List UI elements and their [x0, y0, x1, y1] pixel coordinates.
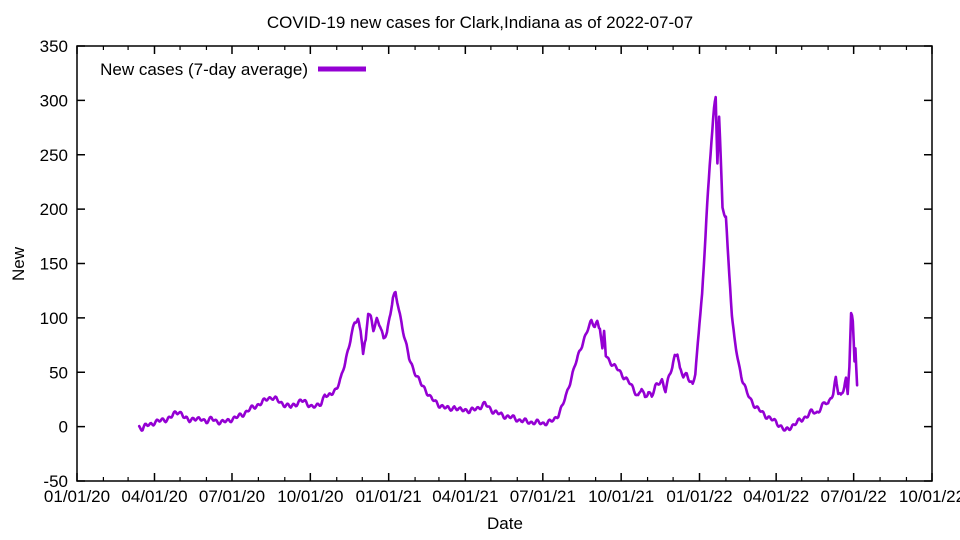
y-tick-label: 300	[40, 91, 68, 110]
x-tick-label: 04/01/20	[121, 487, 187, 506]
y-tick-label: 150	[40, 255, 68, 274]
y-tick-label: -50	[43, 472, 68, 491]
x-tick-label: 01/01/20	[44, 487, 110, 506]
plot-border	[76, 45, 933, 482]
y-tick-label: 0	[59, 418, 68, 437]
data-series-group	[137, 95, 859, 432]
y-tick-label: 200	[40, 200, 68, 219]
x-tick-label: 07/01/21	[510, 487, 576, 506]
x-tick-label: 10/01/22	[899, 487, 960, 506]
x-tick-label: 07/01/20	[199, 487, 265, 506]
x-axis-label: Date	[487, 514, 523, 533]
y-tick-label: 350	[40, 37, 68, 56]
axis-major-ticks	[76, 45, 933, 482]
legend-label: New cases (7-day average)	[100, 60, 308, 79]
x-tick-label: 04/01/21	[432, 487, 498, 506]
x-tick-label: 10/01/20	[277, 487, 343, 506]
x-tick-label: 10/01/21	[588, 487, 654, 506]
x-axis-minor-ticks	[102, 46, 908, 481]
x-tick-label: 01/01/22	[666, 487, 732, 506]
legend: New cases (7-day average)	[100, 60, 366, 79]
axis-tick-labels: 01/01/20 04/01/20 07/01/20 10/01/20 01/01/21…	[40, 37, 960, 506]
x-tick-label: 07/01/22	[821, 487, 887, 506]
y-axis-label: New	[9, 246, 28, 281]
y-tick-label: 250	[40, 146, 68, 165]
x-tick-label: 04/01/22	[743, 487, 809, 506]
x-tick-label: 01/01/21	[356, 487, 422, 506]
y-tick-label: 50	[49, 363, 68, 382]
chart-title: COVID-19 new cases for Clark,Indiana as …	[267, 13, 693, 32]
series-new-cases-line	[137, 95, 859, 432]
y-tick-label: 100	[40, 309, 68, 328]
